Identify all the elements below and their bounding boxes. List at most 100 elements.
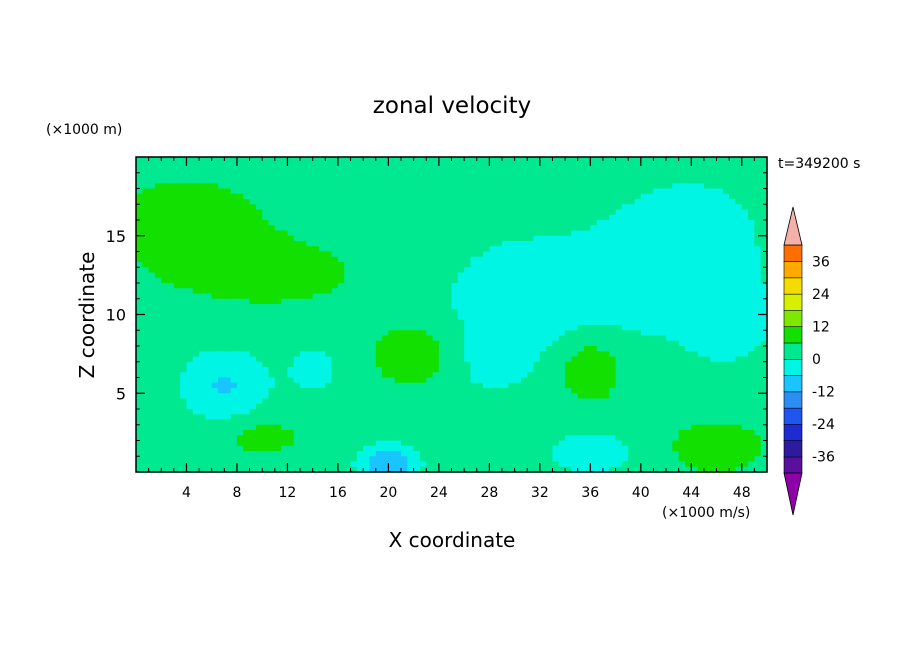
contour-cell <box>565 414 572 421</box>
contour-cell <box>249 419 257 426</box>
contour-cell <box>167 330 175 337</box>
contour-cell <box>609 351 617 358</box>
contour-cell <box>312 356 320 363</box>
contour-cell <box>167 372 175 379</box>
contour-cell <box>186 419 194 426</box>
contour-cell <box>628 304 636 310</box>
contour-cell <box>388 220 396 226</box>
contour-cell <box>224 319 232 326</box>
contour-cell <box>356 314 364 321</box>
contour-cell <box>154 351 162 358</box>
contour-cell <box>527 304 535 310</box>
contour-cell <box>602 403 610 410</box>
contour-cell <box>293 304 301 310</box>
contour-cell <box>419 193 427 200</box>
contour-cell <box>571 225 579 232</box>
contour-cell <box>476 403 484 410</box>
contour-cell <box>255 183 263 190</box>
contour-cell <box>356 414 364 421</box>
contour-cell <box>514 262 522 268</box>
contour-cell <box>653 346 661 352</box>
contour-cell <box>445 235 453 242</box>
contour-cell <box>230 398 238 405</box>
contour-cell <box>495 157 503 163</box>
contour-cell <box>236 367 244 373</box>
contour-cell <box>621 167 629 174</box>
contour-cell <box>609 241 617 247</box>
contour-cell <box>647 188 655 195</box>
contour-cell <box>501 267 509 274</box>
contour-cell <box>300 230 307 237</box>
contour-cell <box>552 193 560 200</box>
contour-cell <box>565 277 572 284</box>
contour-cell <box>634 288 642 295</box>
contour-cell <box>186 340 194 347</box>
contour-cell <box>325 330 333 337</box>
contour-cell <box>628 199 636 205</box>
contour-cell <box>211 225 219 232</box>
contour-cell <box>419 204 427 211</box>
contour-cell <box>621 309 629 316</box>
y-unit-label: (×1000 m) <box>46 122 122 138</box>
contour-cell <box>394 430 402 436</box>
contour-cell <box>394 157 402 163</box>
contour-cell <box>609 319 617 326</box>
contour-cell <box>520 251 528 258</box>
contour-cell <box>476 204 484 211</box>
contour-cell <box>451 288 459 295</box>
contour-cell <box>274 414 282 421</box>
contour-cell <box>577 393 585 400</box>
contour-cell <box>495 451 503 457</box>
contour-cell <box>337 162 345 169</box>
contour-cell <box>552 351 560 358</box>
contour-cell <box>180 335 188 342</box>
contour-cell <box>565 409 572 415</box>
contour-cell <box>640 172 648 179</box>
contour-cell <box>356 445 364 452</box>
contour-cell <box>154 277 162 284</box>
contour-cell <box>445 424 453 431</box>
contour-cell <box>438 241 446 247</box>
contour-cell <box>356 167 364 174</box>
contour-cell <box>438 293 446 300</box>
contour-cell <box>287 204 295 211</box>
contour-cell <box>249 172 257 179</box>
contour-cell <box>268 435 276 442</box>
contour-cell <box>464 351 472 358</box>
contour-cell <box>154 309 162 316</box>
contour-cell <box>647 293 655 300</box>
contour-cell <box>274 430 282 436</box>
contour-cell <box>262 346 270 352</box>
contour-cell <box>306 272 314 279</box>
contour-cell <box>192 340 200 347</box>
contour-cell <box>300 419 307 426</box>
contour-cell <box>501 193 509 200</box>
contour-cell <box>571 277 579 284</box>
contour-cell <box>533 262 541 268</box>
contour-cell <box>262 246 270 253</box>
contour-cell <box>558 251 566 258</box>
contour-cell <box>539 162 547 169</box>
contour-cell <box>224 214 232 221</box>
contour-cell <box>621 330 629 337</box>
contour-cell <box>483 424 490 431</box>
contour-cell <box>148 277 156 284</box>
contour-cell <box>394 356 402 363</box>
contour-cell <box>546 466 554 473</box>
contour-cell <box>426 293 434 300</box>
contour-cell <box>300 209 307 216</box>
contour-cell <box>268 325 276 331</box>
contour-cell <box>457 167 465 174</box>
contour-cell <box>337 288 345 295</box>
contour-cell <box>489 183 497 190</box>
contour-cell <box>602 199 610 205</box>
contour-cell <box>520 403 528 410</box>
contour-cell <box>419 167 427 174</box>
contour-cell <box>419 403 427 410</box>
contour-cell <box>577 403 585 410</box>
contour-cell <box>142 277 150 284</box>
contour-cell <box>255 361 263 368</box>
contour-cell <box>508 435 516 442</box>
contour-cell <box>243 330 251 337</box>
contour-cell <box>306 188 314 195</box>
